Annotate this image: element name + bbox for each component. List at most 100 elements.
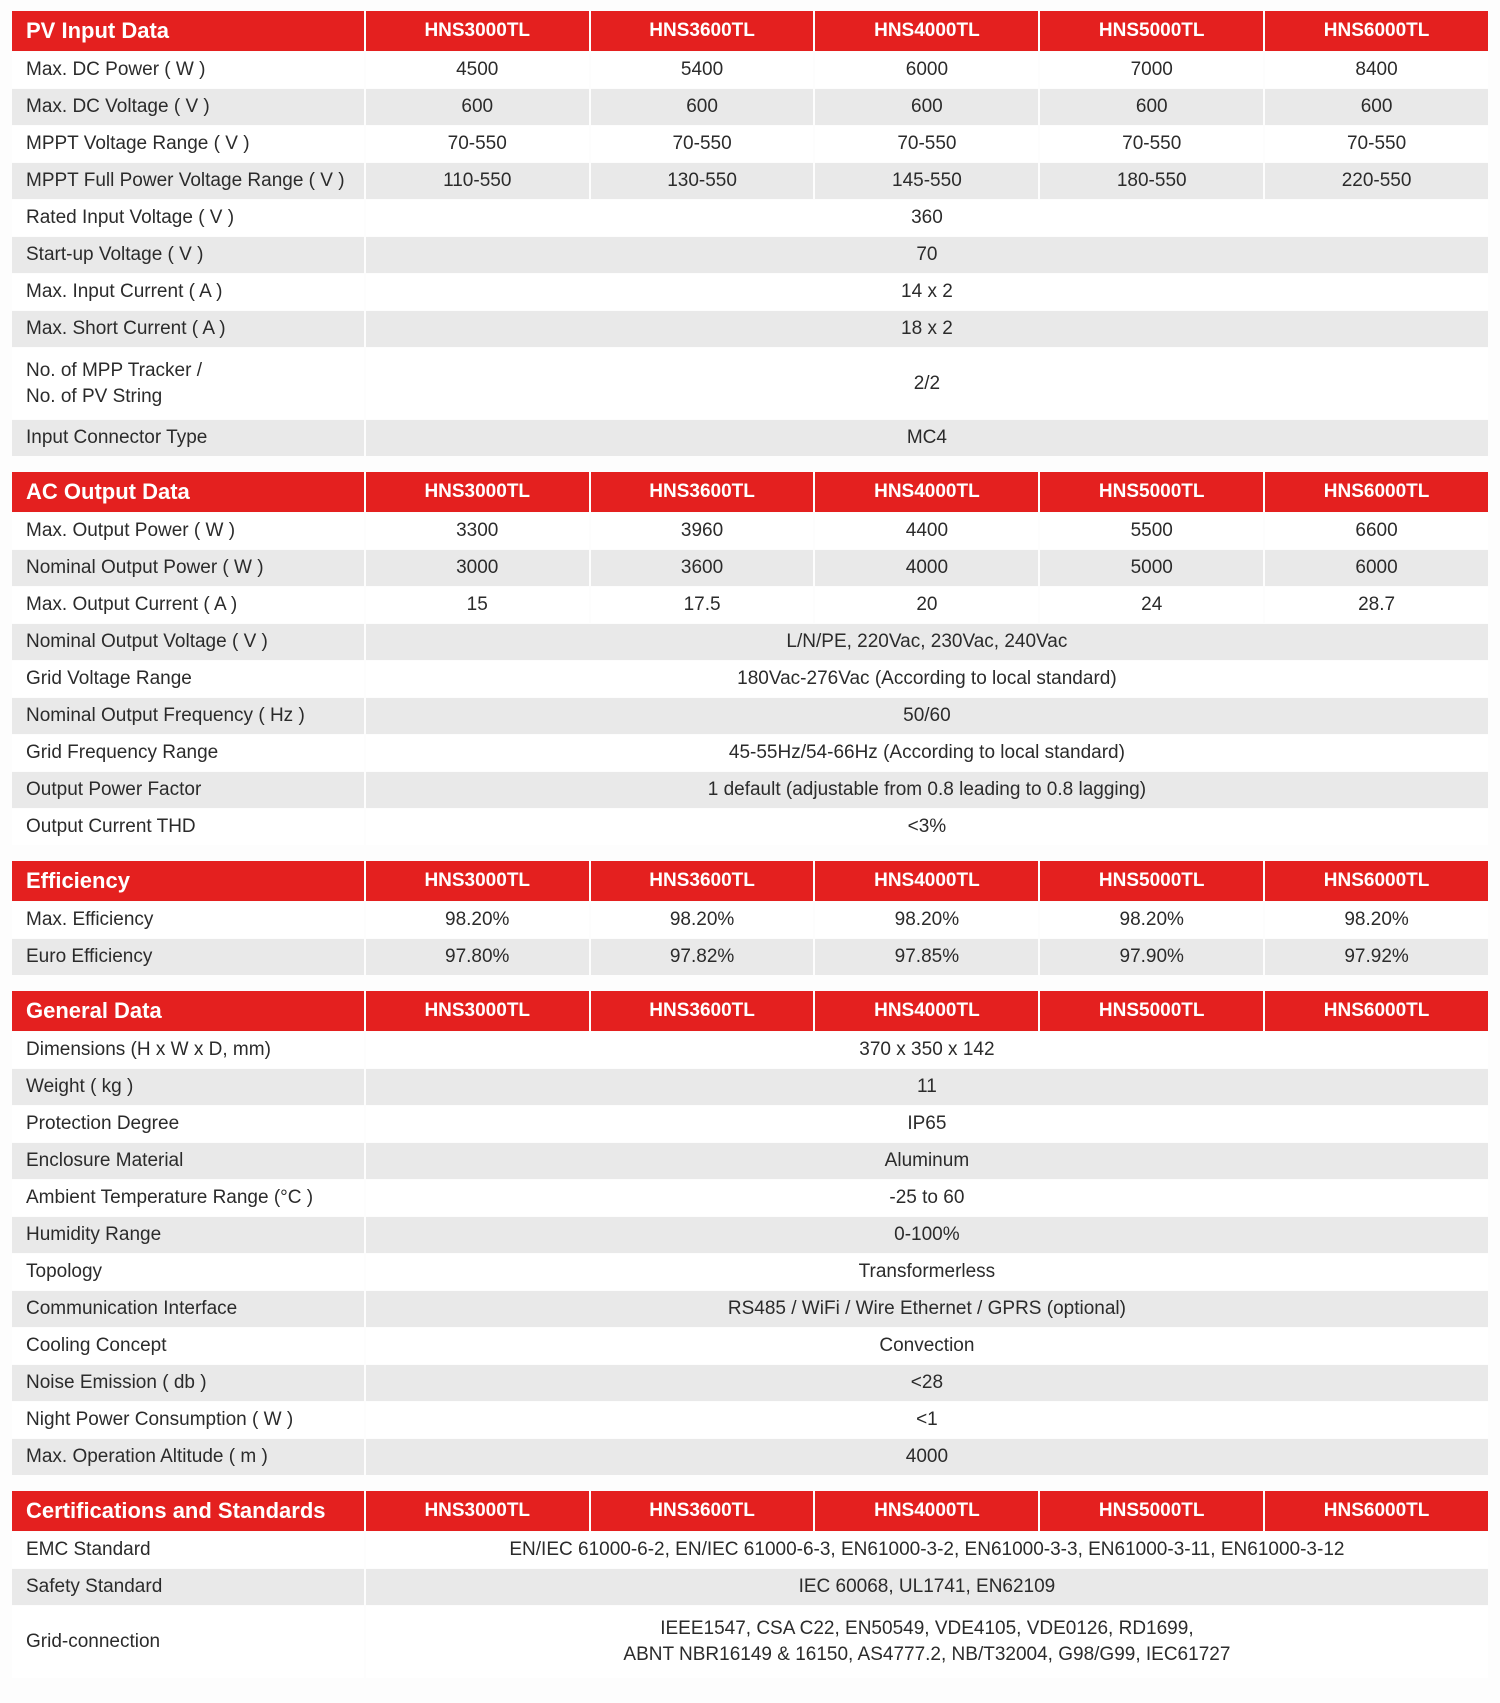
model-header: HNS5000TL [1040, 11, 1263, 51]
table-row: Dimensions (H x W x D, mm)370 x 350 x 14… [12, 1032, 1488, 1068]
row-label: MPPT Full Power Voltage Range ( V ) [12, 163, 364, 199]
spec-table: General DataHNS3000TLHNS3600TLHNS4000TLH… [10, 990, 1490, 1476]
row-value: 7000 [1040, 52, 1263, 88]
table-row: MPPT Full Power Voltage Range ( V )110-5… [12, 163, 1488, 199]
table-row: MPPT Voltage Range ( V )70-55070-55070-5… [12, 126, 1488, 162]
row-label: Max. Short Current ( A ) [12, 311, 364, 347]
row-value: 6000 [815, 52, 1038, 88]
table-row: Start-up Voltage ( V )70 [12, 237, 1488, 273]
table-row: Protection DegreeIP65 [12, 1106, 1488, 1142]
model-header: HNS5000TL [1040, 861, 1263, 901]
row-value-merged: 50/60 [366, 698, 1488, 734]
row-label: Enclosure Material [12, 1143, 364, 1179]
table-row: Max. Operation Altitude ( m )4000 [12, 1439, 1488, 1475]
table-row: Humidity Range0-100% [12, 1217, 1488, 1253]
model-header: HNS3600TL [591, 472, 814, 512]
row-label: Max. Efficiency [12, 902, 364, 938]
row-value-merged: 45-55Hz/54-66Hz (According to local stan… [366, 735, 1488, 771]
model-header: HNS3000TL [366, 1491, 589, 1531]
table-row: Weight ( kg )11 [12, 1069, 1488, 1105]
row-label: Max. Input Current ( A ) [12, 274, 364, 310]
row-value-merged: RS485 / WiFi / Wire Ethernet / GPRS (opt… [366, 1291, 1488, 1327]
spec-table: EfficiencyHNS3000TLHNS3600TLHNS4000TLHNS… [10, 860, 1490, 976]
spec-table: AC Output DataHNS3000TLHNS3600TLHNS4000T… [10, 471, 1490, 846]
row-value: 3600 [591, 550, 814, 586]
row-value: 3960 [591, 513, 814, 549]
row-value-merged: Transformerless [366, 1254, 1488, 1290]
row-value: 600 [815, 89, 1038, 125]
row-label: Communication Interface [12, 1291, 364, 1327]
table-row: Max. DC Voltage ( V )600600600600600 [12, 89, 1488, 125]
row-label: Noise Emission ( db ) [12, 1365, 364, 1401]
row-value: 20 [815, 587, 1038, 623]
model-header: HNS3000TL [366, 472, 589, 512]
section-title: AC Output Data [12, 472, 364, 512]
table-row: TopologyTransformerless [12, 1254, 1488, 1290]
model-header: HNS4000TL [815, 861, 1038, 901]
row-value-merged: 11 [366, 1069, 1488, 1105]
model-header: HNS3600TL [591, 1491, 814, 1531]
row-value: 70-550 [815, 126, 1038, 162]
row-label: Nominal Output Power ( W ) [12, 550, 364, 586]
row-value: 8400 [1265, 52, 1488, 88]
row-value-merged: 370 x 350 x 142 [366, 1032, 1488, 1068]
model-header: HNS3600TL [591, 991, 814, 1031]
model-header: HNS4000TL [815, 11, 1038, 51]
row-label: Max. Operation Altitude ( m ) [12, 1439, 364, 1475]
row-value-merged: 0-100% [366, 1217, 1488, 1253]
row-value: 220-550 [1265, 163, 1488, 199]
row-value: 70-550 [366, 126, 589, 162]
row-label: Output Current THD [12, 809, 364, 845]
row-value: 70-550 [591, 126, 814, 162]
row-label: Safety Standard [12, 1569, 364, 1605]
row-label: Max. Output Power ( W ) [12, 513, 364, 549]
row-label: Nominal Output Voltage ( V ) [12, 624, 364, 660]
model-header: HNS4000TL [815, 991, 1038, 1031]
row-value: 97.92% [1265, 939, 1488, 975]
row-value: 600 [1265, 89, 1488, 125]
row-value: 98.20% [815, 902, 1038, 938]
row-value-merged: 4000 [366, 1439, 1488, 1475]
row-label: Euro Efficiency [12, 939, 364, 975]
row-value: 17.5 [591, 587, 814, 623]
table-row: Output Power Factor1 default (adjustable… [12, 772, 1488, 808]
table-row: EMC StandardEN/IEC 61000-6-2, EN/IEC 610… [12, 1532, 1488, 1568]
model-header: HNS6000TL [1265, 861, 1488, 901]
row-value-merged: EN/IEC 61000-6-2, EN/IEC 61000-6-3, EN61… [366, 1532, 1488, 1568]
row-label: Protection Degree [12, 1106, 364, 1142]
table-row: Output Current THD<3% [12, 809, 1488, 845]
model-header: HNS3600TL [591, 861, 814, 901]
row-value: 110-550 [366, 163, 589, 199]
table-row: Nominal Output Power ( W )30003600400050… [12, 550, 1488, 586]
row-label: Cooling Concept [12, 1328, 364, 1364]
row-label: Max. DC Voltage ( V ) [12, 89, 364, 125]
row-value-merged: IP65 [366, 1106, 1488, 1142]
row-label: Max. Output Current ( A ) [12, 587, 364, 623]
row-label: Grid Frequency Range [12, 735, 364, 771]
row-value: 98.20% [591, 902, 814, 938]
row-label: Max. DC Power ( W ) [12, 52, 364, 88]
row-value-merged: Aluminum [366, 1143, 1488, 1179]
row-value-merged: 360 [366, 200, 1488, 236]
row-value: 98.20% [1040, 902, 1263, 938]
row-label: Input Connector Type [12, 420, 364, 456]
table-row: Ambient Temperature Range (°C )-25 to 60 [12, 1180, 1488, 1216]
table-row: Max. Output Current ( A )1517.5202428.7 [12, 587, 1488, 623]
row-value: 98.20% [366, 902, 589, 938]
model-header: HNS3000TL [366, 991, 589, 1031]
row-value-merged: MC4 [366, 420, 1488, 456]
model-header: HNS6000TL [1265, 11, 1488, 51]
row-label: Ambient Temperature Range (°C ) [12, 1180, 364, 1216]
row-value-merged: <3% [366, 809, 1488, 845]
model-header: HNS5000TL [1040, 1491, 1263, 1531]
model-header: HNS6000TL [1265, 1491, 1488, 1531]
row-label: Rated Input Voltage ( V ) [12, 200, 364, 236]
row-value: 600 [366, 89, 589, 125]
table-row: Rated Input Voltage ( V )360 [12, 200, 1488, 236]
spec-table: PV Input DataHNS3000TLHNS3600TLHNS4000TL… [10, 10, 1490, 457]
row-label: MPPT Voltage Range ( V ) [12, 126, 364, 162]
row-value: 145-550 [815, 163, 1038, 199]
row-value: 70-550 [1265, 126, 1488, 162]
row-value: 5400 [591, 52, 814, 88]
row-value-merged: <1 [366, 1402, 1488, 1438]
